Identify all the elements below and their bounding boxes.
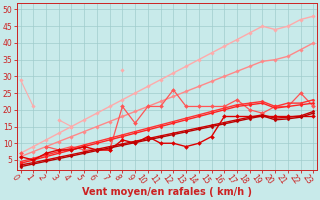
X-axis label: Vent moyen/en rafales ( km/h ): Vent moyen/en rafales ( km/h ) [82, 187, 252, 197]
